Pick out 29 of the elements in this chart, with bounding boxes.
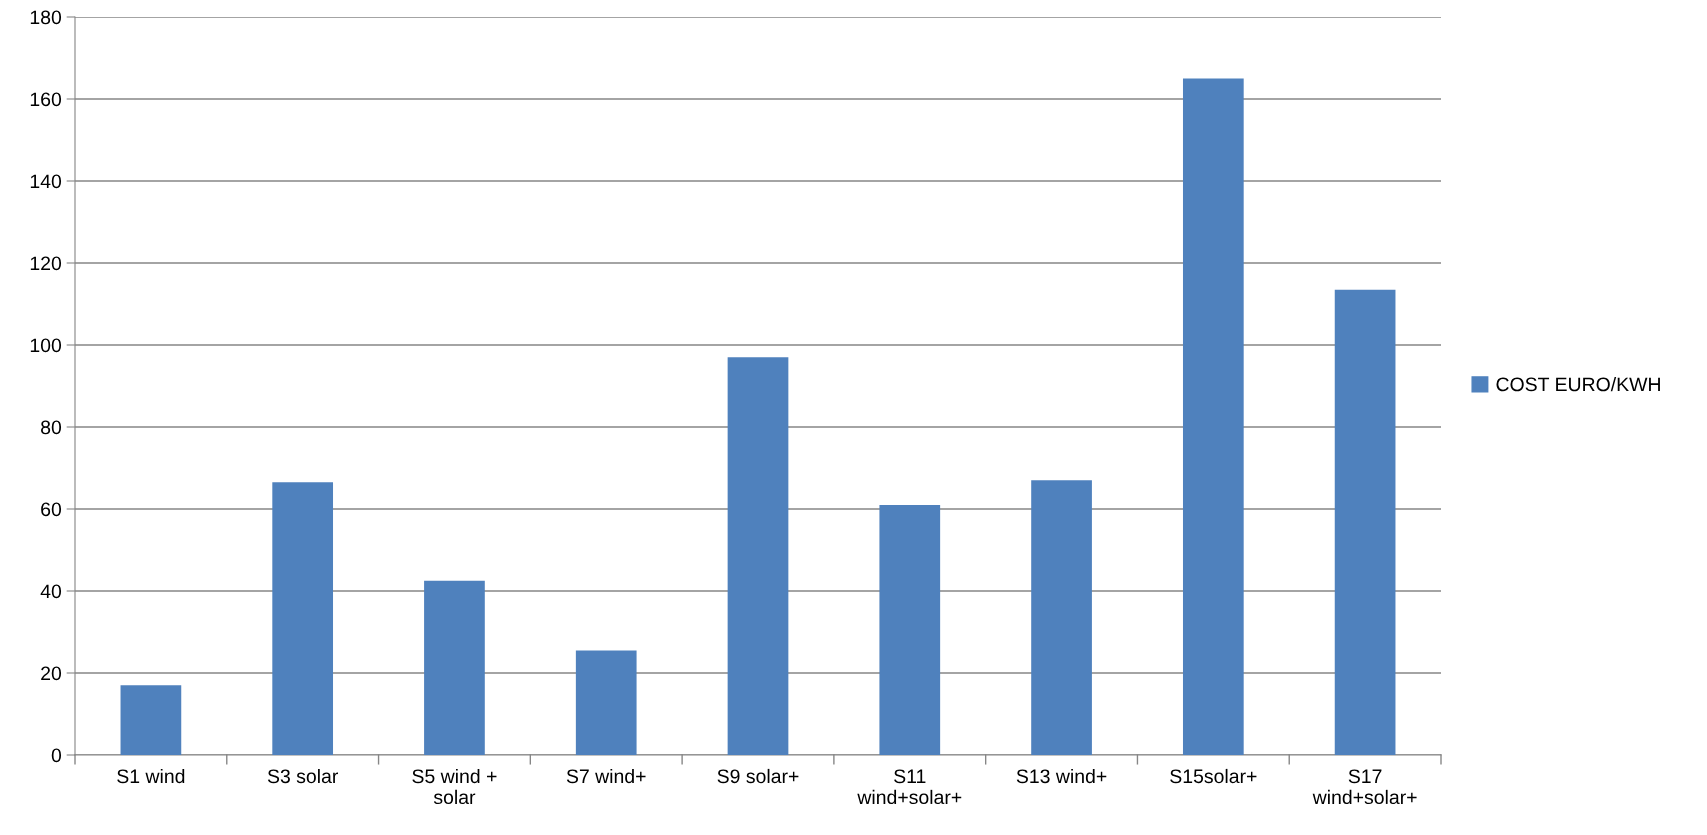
- y-tick-label: 0: [51, 748, 62, 763]
- y-tick-label: 100: [30, 338, 62, 353]
- x-tick-label: S9 solar+: [717, 768, 799, 784]
- x-tick-label: S1 wind: [117, 768, 185, 784]
- y-tick-label: 140: [30, 174, 62, 189]
- bar: [1182, 78, 1244, 755]
- y-tick-label: 40: [40, 584, 62, 599]
- bar: [272, 482, 334, 755]
- y-tick-label: 60: [41, 502, 62, 517]
- x-tick-label: S11 wind+solar+: [857, 769, 962, 805]
- bar: [575, 650, 637, 755]
- x-tick-label: S3 solar: [267, 768, 339, 784]
- bar: [727, 357, 789, 755]
- legend-label: COST EURO/KWH: [1496, 376, 1660, 392]
- x-tick-label: S17 wind+solar+: [1312, 769, 1417, 805]
- x-tick-label: S5 wind + solar: [412, 768, 497, 805]
- y-tick-label: 120: [30, 256, 62, 271]
- y-tick-label: 80: [41, 420, 62, 435]
- bar: [120, 685, 182, 755]
- x-tick-label: S13 wind+: [1016, 768, 1107, 784]
- bar: [1031, 480, 1092, 755]
- y-tick-label: 160: [30, 92, 62, 107]
- bar: [1334, 289, 1396, 755]
- y-tick-label: 20: [41, 666, 62, 681]
- x-tick-label: S7 wind+: [566, 768, 646, 784]
- x-tick-label: S15solar+: [1170, 768, 1257, 784]
- y-tick-label: 180: [30, 10, 62, 25]
- bar: [424, 580, 485, 755]
- bar: [879, 504, 941, 755]
